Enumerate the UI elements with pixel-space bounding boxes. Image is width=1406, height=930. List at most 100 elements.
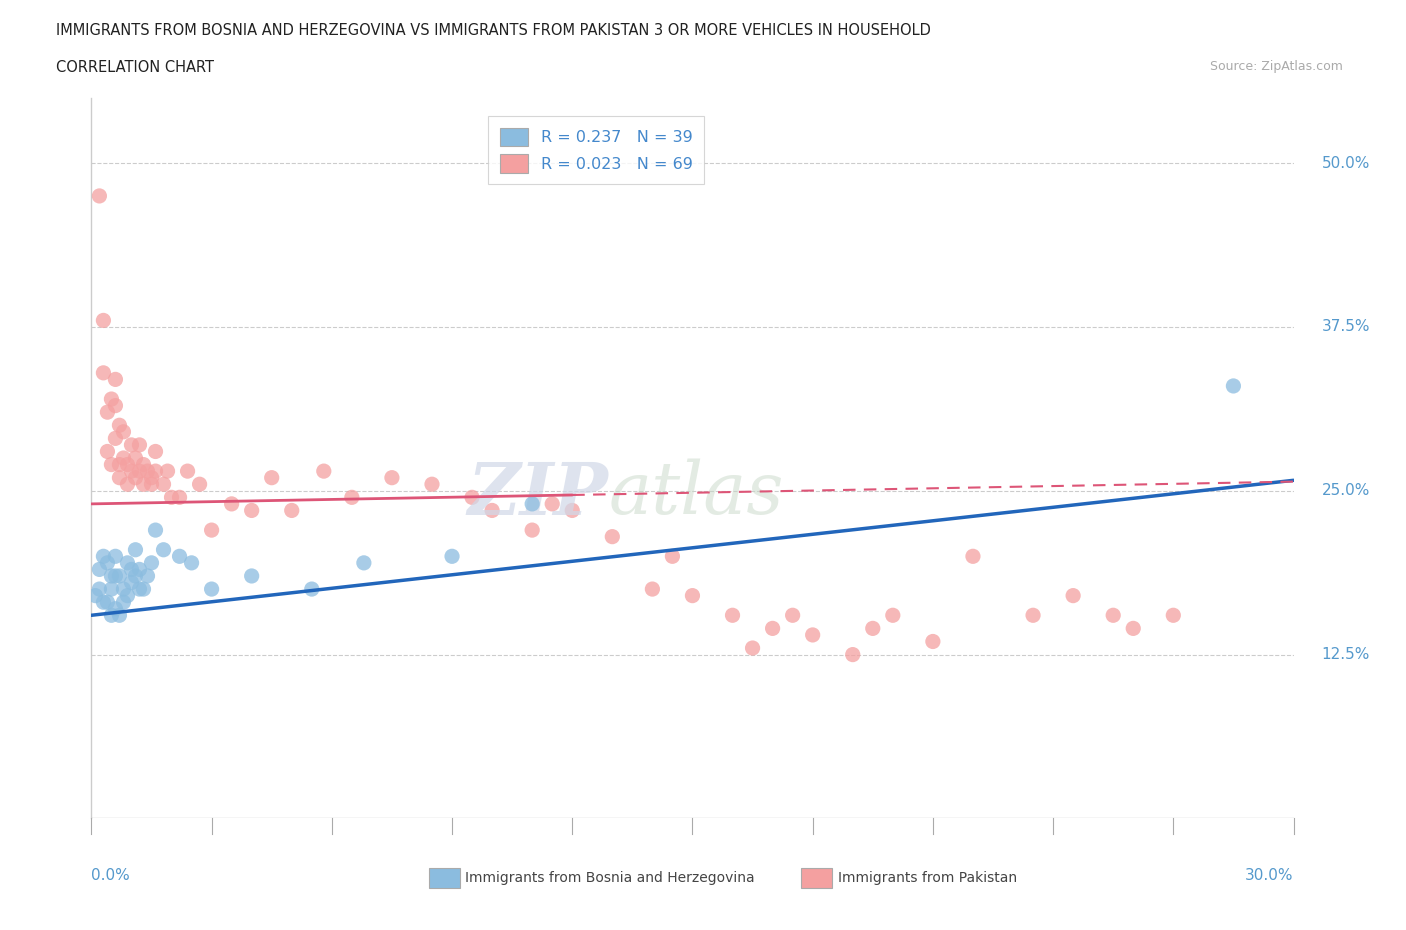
Point [112, 424, 135, 439]
Point [145, 444, 167, 458]
Point [100, 568, 122, 583]
Point [240, 568, 263, 583]
Point [862, 621, 884, 636]
Point [353, 555, 375, 570]
Point [112, 450, 135, 465]
Point [132, 581, 155, 596]
Point [522, 523, 544, 538]
Point [145, 464, 167, 479]
Point [112, 595, 135, 610]
Point [461, 490, 484, 505]
Text: 0.0%: 0.0% [91, 869, 131, 883]
Point [1062, 588, 1084, 603]
Point [882, 608, 904, 623]
Point [301, 581, 323, 596]
Text: ZIP: ZIP [467, 458, 609, 529]
Point [108, 471, 131, 485]
Point [481, 503, 503, 518]
Point [312, 464, 335, 479]
Point [121, 464, 143, 479]
Point [141, 555, 163, 570]
Point [100, 581, 122, 596]
Point [141, 477, 163, 492]
Point [1222, 379, 1244, 393]
Point [201, 581, 224, 596]
Point [96, 595, 118, 610]
Point [602, 529, 624, 544]
Point [841, 647, 863, 662]
Point [128, 562, 150, 577]
Point [420, 477, 443, 492]
Point [124, 568, 146, 583]
Point [381, 471, 404, 485]
Point [1102, 608, 1125, 623]
Point [260, 471, 283, 485]
Text: atlas: atlas [609, 458, 783, 529]
Point [801, 628, 824, 643]
Point [108, 608, 131, 623]
Point [281, 503, 304, 518]
Point [180, 555, 202, 570]
Point [1122, 621, 1144, 636]
Point [561, 503, 583, 518]
Point [136, 568, 159, 583]
Text: Immigrants from Pakistan: Immigrants from Pakistan [838, 870, 1017, 885]
Point [721, 608, 744, 623]
Point [160, 490, 183, 505]
Text: 50.0%: 50.0% [1322, 155, 1369, 171]
Point [121, 562, 143, 577]
Point [169, 490, 191, 505]
Point [117, 458, 139, 472]
Point [156, 464, 179, 479]
Point [152, 477, 174, 492]
Point [104, 549, 127, 564]
Point [104, 431, 127, 445]
Legend: R = 0.237   N = 39, R = 0.023   N = 69: R = 0.237 N = 39, R = 0.023 N = 69 [488, 116, 704, 184]
Point [541, 497, 564, 512]
Point [104, 398, 127, 413]
Text: 30.0%: 30.0% [1246, 869, 1294, 883]
Point [104, 602, 127, 617]
Text: IMMIGRANTS FROM BOSNIA AND HERZEGOVINA VS IMMIGRANTS FROM PAKISTAN 3 OR MORE VEH: IMMIGRANTS FROM BOSNIA AND HERZEGOVINA V… [56, 23, 931, 38]
Point [117, 555, 139, 570]
Point [124, 542, 146, 557]
Point [661, 549, 683, 564]
Point [108, 418, 131, 432]
Point [93, 595, 115, 610]
Point [89, 562, 111, 577]
Point [89, 189, 111, 204]
Point [440, 549, 463, 564]
Point [188, 477, 211, 492]
Point [104, 568, 127, 583]
Point [124, 471, 146, 485]
Point [136, 464, 159, 479]
Point [96, 444, 118, 458]
Text: 12.5%: 12.5% [1322, 647, 1369, 662]
Point [201, 523, 224, 538]
Text: CORRELATION CHART: CORRELATION CHART [56, 60, 214, 75]
Text: 25.0%: 25.0% [1322, 484, 1369, 498]
Point [108, 568, 131, 583]
Point [176, 464, 198, 479]
Point [128, 437, 150, 452]
Point [522, 497, 544, 512]
Point [782, 608, 804, 623]
Point [128, 464, 150, 479]
Text: Source: ZipAtlas.com: Source: ZipAtlas.com [1209, 60, 1343, 73]
Text: 37.5%: 37.5% [1322, 320, 1369, 335]
Point [962, 549, 984, 564]
Point [121, 575, 143, 590]
Point [145, 523, 167, 538]
Point [93, 365, 115, 380]
Point [741, 641, 763, 656]
Point [117, 588, 139, 603]
Point [141, 471, 163, 485]
Point [681, 588, 703, 603]
Point [128, 581, 150, 596]
Point [240, 503, 263, 518]
Point [152, 542, 174, 557]
Point [641, 581, 664, 596]
Point [112, 581, 135, 596]
Point [132, 477, 155, 492]
Point [117, 477, 139, 492]
